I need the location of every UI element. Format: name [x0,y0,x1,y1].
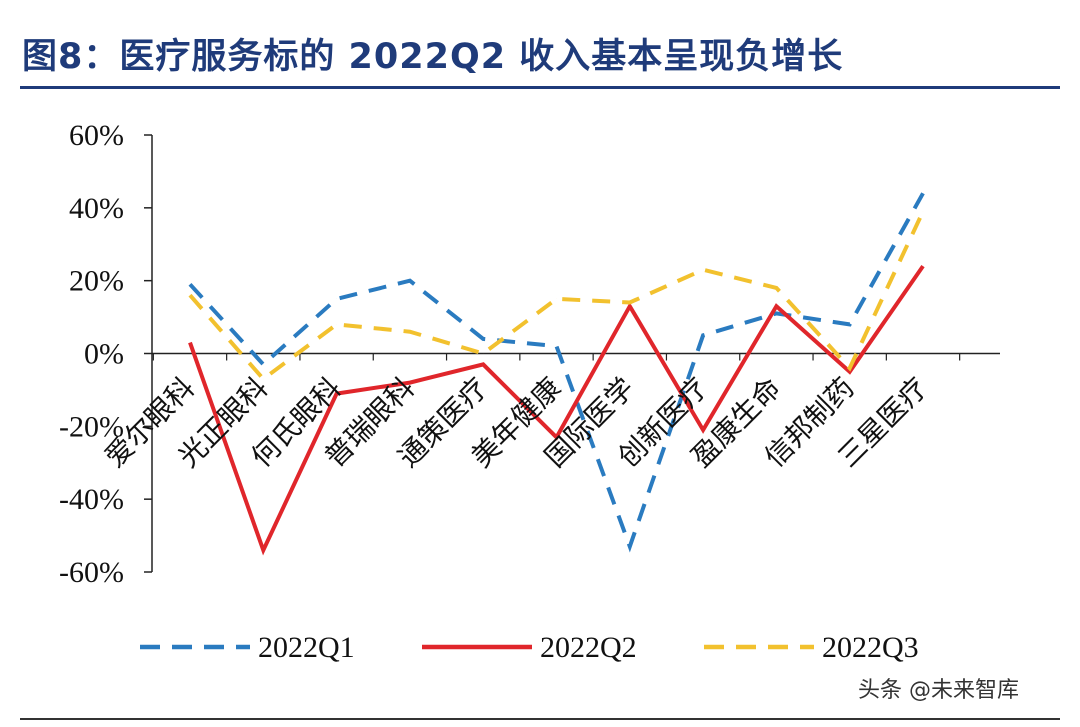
chart-series [188,192,925,556]
title-divider [20,86,1060,89]
legend-label: 2022Q2 [540,631,637,664]
chart-axes: 60% 40% 20% 0% -20% -40% -60% [59,119,1000,589]
legend: 2022Q1 2022Q2 2022Q3 [140,631,919,664]
bottom-divider [20,718,1060,720]
watermark: 头条 @未来智库 [858,678,1019,703]
y-tick-label: 0% [84,338,124,371]
legend-label: 2022Q1 [258,631,355,664]
category-labels: 爱尔眼科光正眼科何氏眼科普瑞眼科通策医疗美年健康国际医学创新医疗盈康生命信邦制药… [98,371,934,474]
y-tick-label: 20% [69,265,124,298]
y-tick-label: -60% [59,556,124,589]
series-line-2022q1 [188,192,925,553]
y-tick-label: -20% [59,410,124,443]
y-tick-label: -40% [59,483,124,516]
y-tick-label: 40% [69,192,124,225]
chart-title: 图8：医疗服务标的 2022Q2 收入基本呈现负增长 [22,37,844,77]
legend-label: 2022Q3 [822,631,919,664]
y-tick-label: 60% [69,119,124,152]
